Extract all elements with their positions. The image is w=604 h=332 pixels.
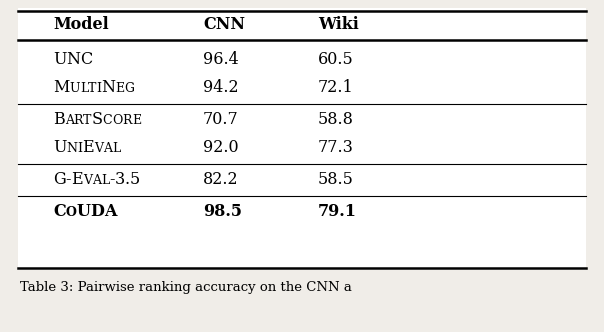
Text: D: D (91, 204, 104, 220)
Text: L: L (112, 141, 120, 154)
Text: T: T (88, 81, 97, 95)
Text: C: C (80, 51, 93, 68)
Text: T: T (83, 114, 92, 126)
Text: G: G (124, 81, 135, 95)
Text: L: L (101, 174, 109, 187)
Text: V: V (94, 141, 103, 154)
Text: B: B (53, 112, 65, 128)
Text: 82.2: 82.2 (203, 172, 239, 189)
Text: 79.1: 79.1 (318, 204, 357, 220)
Text: C: C (103, 114, 112, 126)
Text: Model: Model (53, 16, 109, 33)
Text: R: R (74, 114, 83, 126)
Text: R: R (123, 114, 132, 126)
Text: Table 3: Pairwise ranking accuracy on the CNN a: Table 3: Pairwise ranking accuracy on th… (20, 282, 352, 294)
Text: 58.5: 58.5 (318, 172, 354, 189)
Text: A: A (103, 141, 112, 154)
Text: N: N (66, 51, 80, 68)
Text: 60.5: 60.5 (318, 51, 354, 68)
Text: 92.0: 92.0 (203, 139, 239, 156)
Text: A: A (65, 114, 74, 126)
Text: U: U (69, 81, 80, 95)
Text: I: I (77, 141, 83, 154)
Text: I: I (97, 81, 101, 95)
Text: 70.7: 70.7 (203, 112, 239, 128)
Text: -: - (66, 172, 71, 189)
Text: M: M (53, 79, 69, 97)
Text: N: N (66, 141, 77, 154)
Text: 3: 3 (115, 172, 125, 189)
Text: E: E (132, 114, 141, 126)
Text: E: E (71, 172, 83, 189)
Text: CNN: CNN (203, 16, 245, 33)
Text: -: - (109, 172, 115, 189)
Bar (18, 270, 586, 332)
Text: 77.3: 77.3 (318, 139, 354, 156)
Text: C: C (53, 204, 66, 220)
Text: U: U (53, 51, 66, 68)
Text: U: U (53, 139, 66, 156)
Text: O: O (66, 206, 77, 218)
Text: 96.4: 96.4 (203, 51, 239, 68)
Text: L: L (80, 81, 88, 95)
Text: Wiki: Wiki (318, 16, 359, 33)
Text: A: A (92, 174, 101, 187)
Text: O: O (112, 114, 123, 126)
Text: A: A (104, 204, 117, 220)
Bar (18, 8, 586, 270)
Text: S: S (92, 112, 103, 128)
Text: G: G (53, 172, 66, 189)
Text: U: U (77, 204, 91, 220)
Text: 98.5: 98.5 (203, 204, 242, 220)
Text: 5: 5 (130, 172, 140, 189)
Text: E: E (83, 139, 94, 156)
Text: .: . (125, 172, 130, 189)
Text: E: E (115, 81, 124, 95)
Text: 72.1: 72.1 (318, 79, 354, 97)
Text: N: N (101, 79, 115, 97)
Text: 94.2: 94.2 (203, 79, 239, 97)
Text: V: V (83, 174, 92, 187)
Text: 58.8: 58.8 (318, 112, 354, 128)
